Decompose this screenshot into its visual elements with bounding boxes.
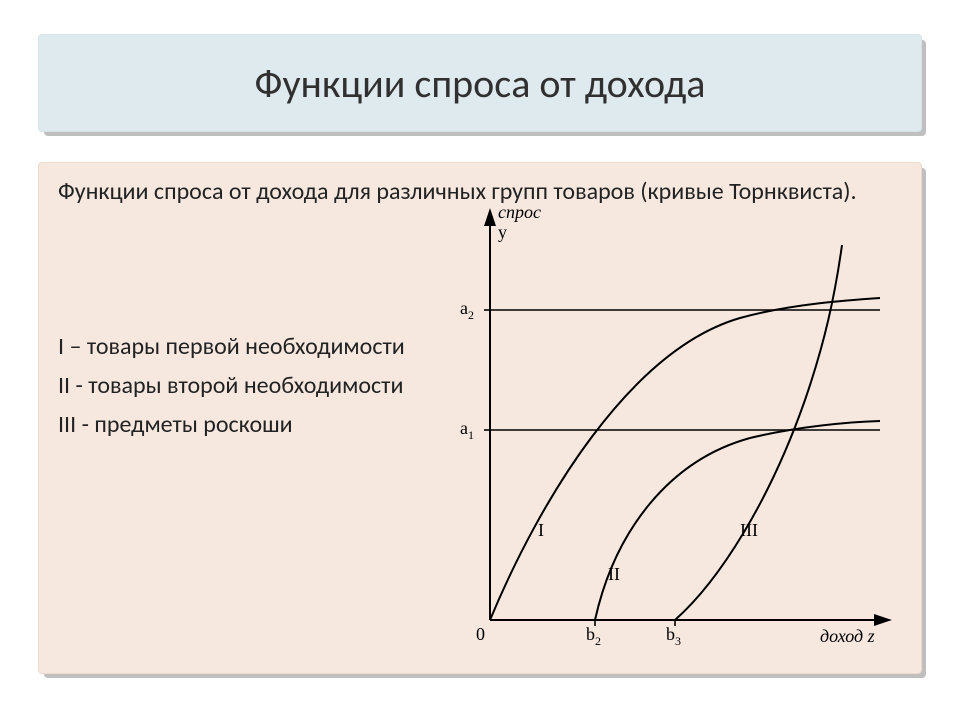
title-banner: Функции спроса от дохода <box>38 34 922 132</box>
curve-iii <box>675 245 842 620</box>
origin-label: 0 <box>476 624 485 644</box>
curve-i-label: I <box>538 520 544 540</box>
a1-label: a1 <box>460 418 474 442</box>
b2-label: b2 <box>586 624 601 648</box>
curve-ii <box>595 421 880 620</box>
legend-block: I – товары первой необходимости II - тов… <box>58 330 418 446</box>
x-axis-label: доход z <box>820 626 875 646</box>
y-axis-label-top: спрос <box>498 202 541 222</box>
y-axis-arrow <box>484 208 496 226</box>
a2-label: a2 <box>460 298 474 322</box>
curve-ii-label: II <box>608 564 620 584</box>
legend-item-iii: III - предметы роскоши <box>58 408 418 443</box>
slide-title: Функции спроса от дохода <box>255 59 706 108</box>
legend-item-ii: II - товары второй необходимости <box>58 369 418 404</box>
curve-iii-label: III <box>740 520 758 540</box>
y-axis-label-bottom: y <box>498 222 507 242</box>
x-axis-arrow <box>874 614 892 626</box>
b3-label: b3 <box>666 624 681 648</box>
tornquist-chart: спрос y доход z 0 a1 a2 b2 b3 I II III <box>420 200 910 660</box>
legend-item-i: I – товары первой необходимости <box>58 330 418 365</box>
